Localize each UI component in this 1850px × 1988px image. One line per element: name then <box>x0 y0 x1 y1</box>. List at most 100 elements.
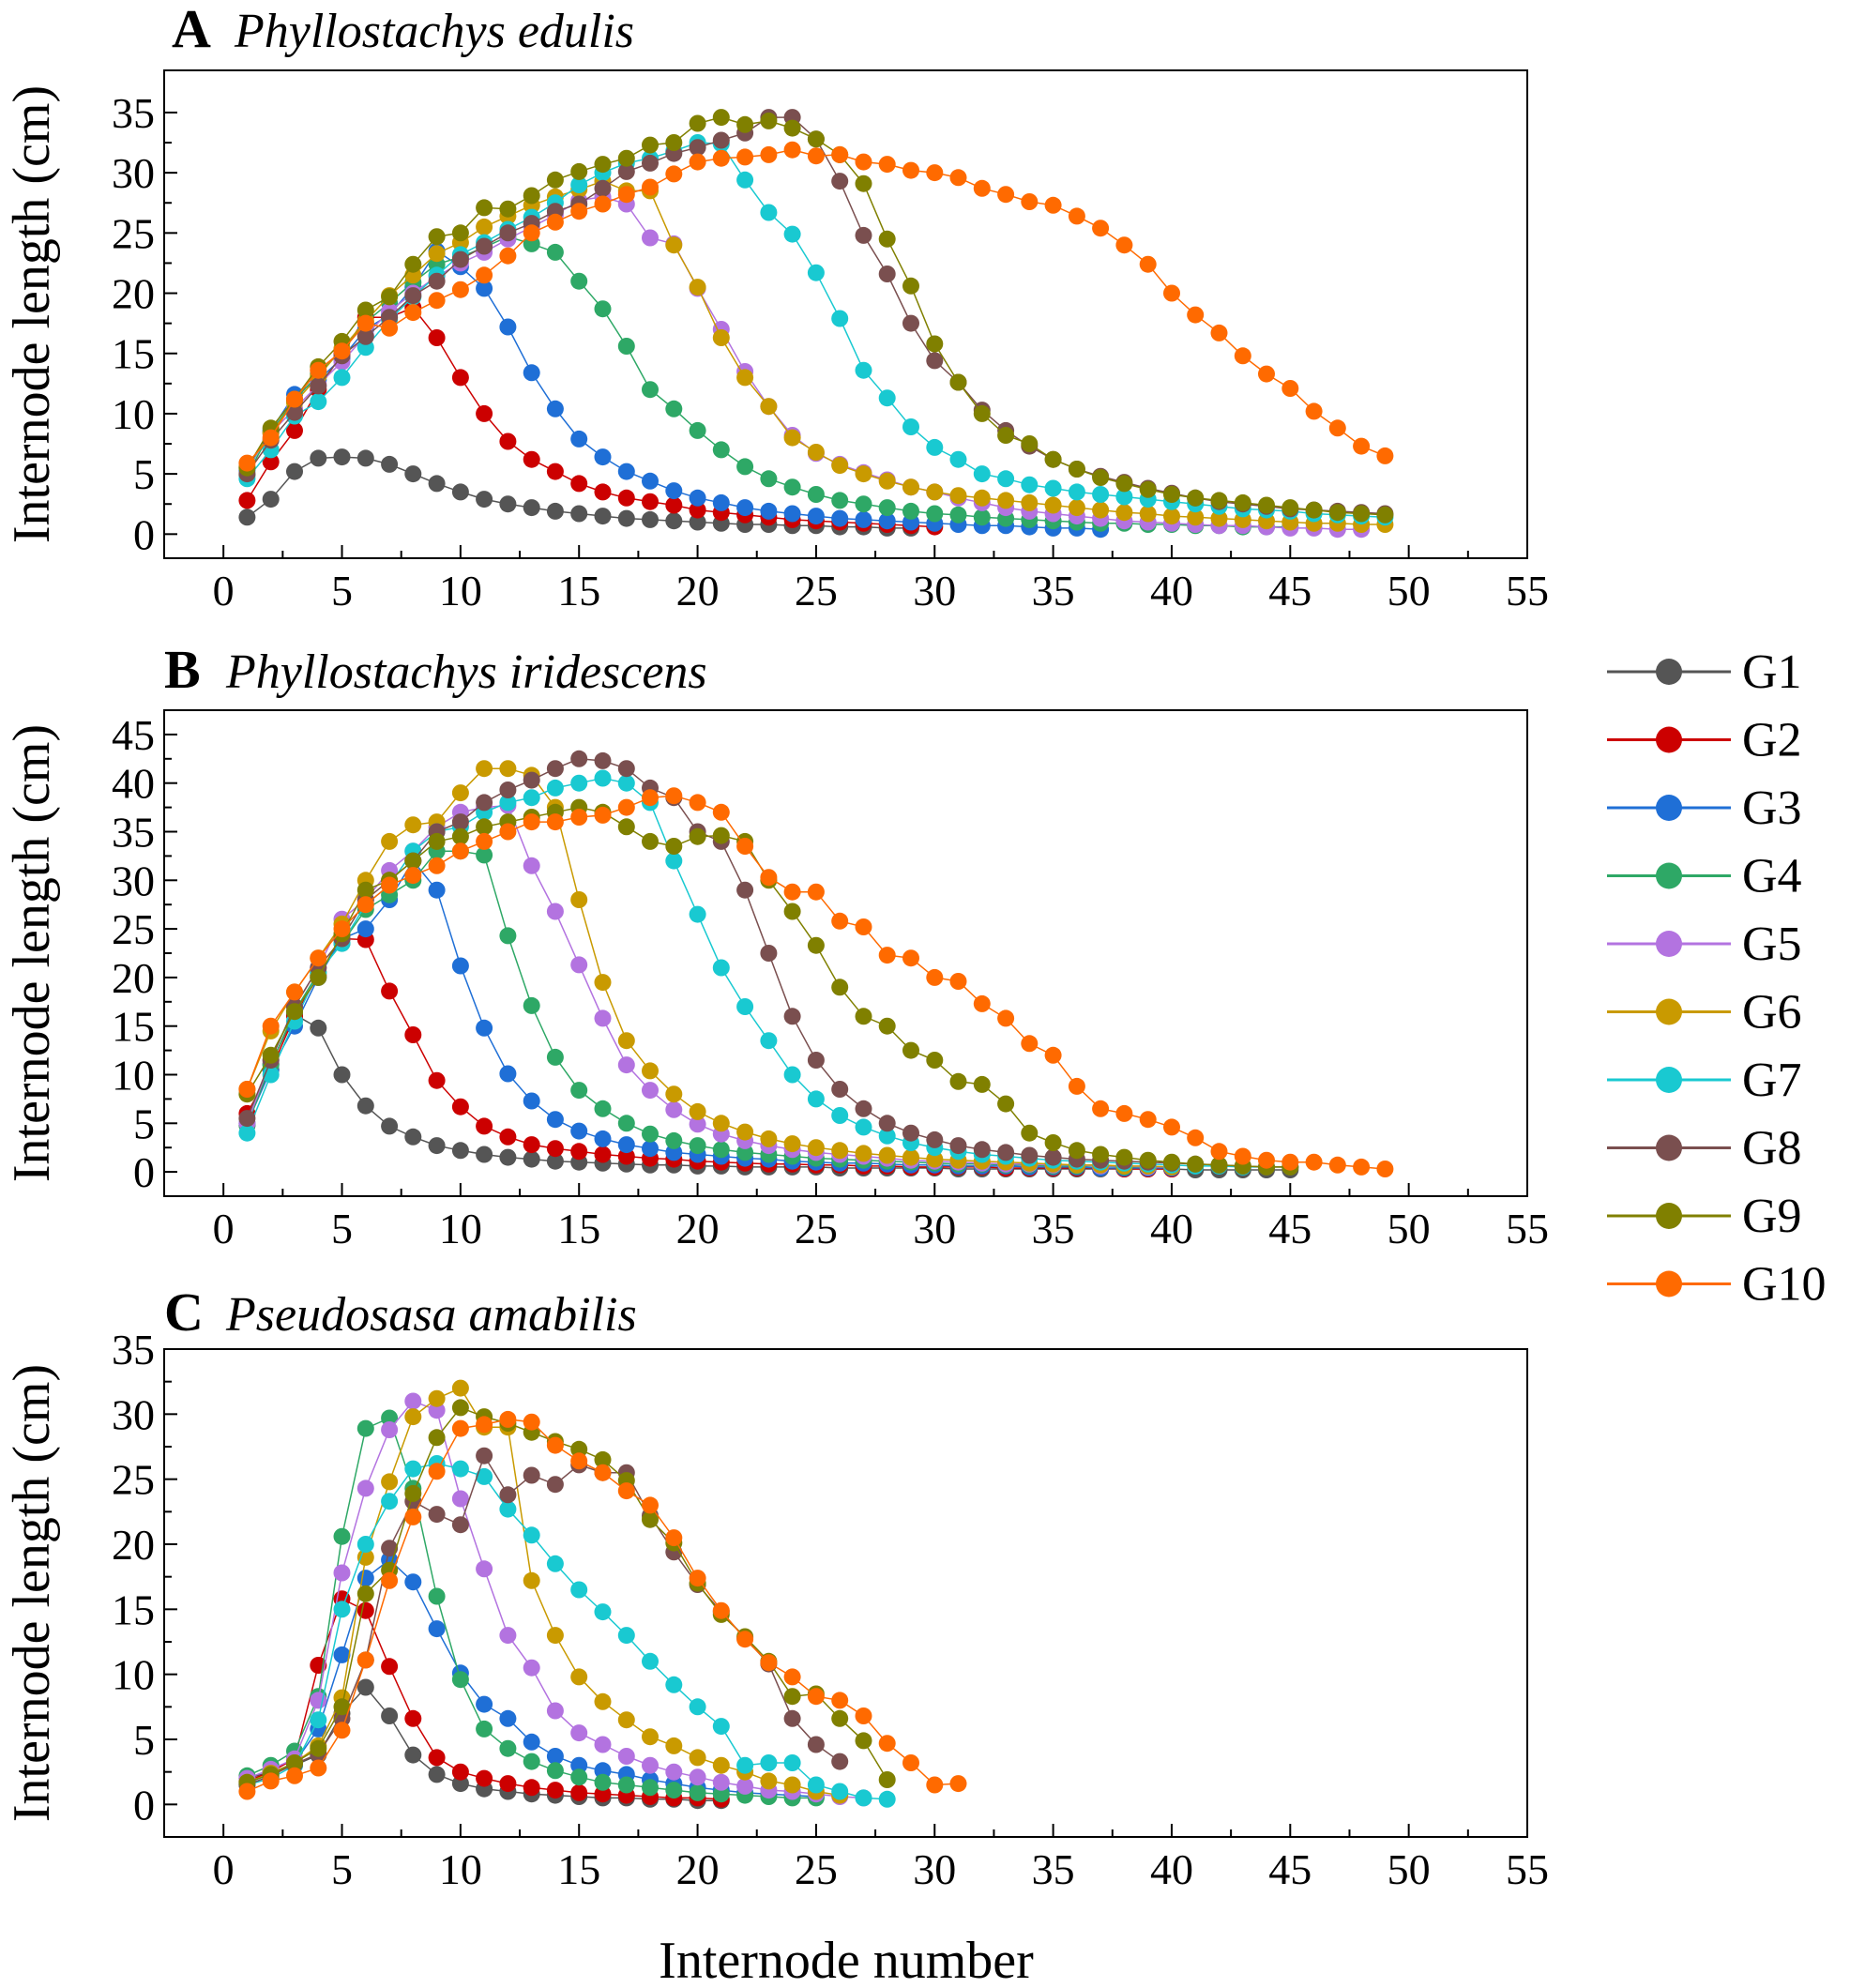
data-point <box>476 846 493 864</box>
data-point <box>878 1790 896 1808</box>
data-point <box>949 450 967 468</box>
data-point <box>855 1707 872 1724</box>
data-point <box>949 169 967 187</box>
data-point <box>642 154 659 172</box>
data-point <box>476 794 493 812</box>
legend-label: G8 <box>1742 1122 1802 1176</box>
data-point <box>902 314 919 332</box>
panel-c-xtick-label: 45 <box>1268 1845 1312 1893</box>
data-point <box>1092 220 1110 237</box>
data-point <box>1021 1146 1039 1164</box>
data-point <box>238 1783 256 1800</box>
data-point <box>1234 1147 1251 1165</box>
data-point <box>499 1500 517 1518</box>
data-point <box>1376 506 1394 524</box>
panel-a-letter: A <box>172 0 211 59</box>
data-point <box>783 1668 801 1686</box>
data-point <box>476 404 493 422</box>
data-point <box>1139 480 1157 498</box>
legend-label: G7 <box>1742 1054 1802 1107</box>
data-point <box>594 448 612 466</box>
data-point <box>642 229 659 247</box>
panel-b-ytick-label: 10 <box>112 1052 155 1100</box>
data-point <box>476 1117 493 1135</box>
data-point <box>570 1452 588 1470</box>
data-point <box>665 1144 683 1161</box>
data-point <box>831 1142 849 1160</box>
data-point <box>594 1773 612 1791</box>
data-point <box>381 319 399 337</box>
data-point <box>499 433 517 450</box>
data-point <box>1092 486 1110 503</box>
data-point <box>381 288 399 306</box>
data-point <box>617 1748 635 1765</box>
data-point <box>594 483 612 501</box>
data-point <box>831 1709 849 1727</box>
data-point <box>760 470 778 488</box>
series-line <box>246 937 1172 1170</box>
data-point <box>926 1131 944 1148</box>
data-point <box>238 508 256 526</box>
data-point <box>642 1082 659 1100</box>
panel-a-xtick-label: 25 <box>795 567 838 615</box>
data-point <box>1068 1142 1085 1160</box>
data-point <box>333 342 351 360</box>
data-point <box>878 389 896 407</box>
data-point <box>712 493 730 511</box>
data-point <box>570 203 588 220</box>
data-point <box>878 1017 896 1035</box>
data-point <box>642 1779 659 1797</box>
legend-item-g10: G10 <box>1607 1258 1827 1312</box>
data-point <box>546 1702 564 1720</box>
panel-c-xtick-label: 55 <box>1506 1845 1549 1893</box>
data-point <box>665 400 683 417</box>
data-point <box>310 1711 327 1729</box>
data-point <box>807 486 825 503</box>
data-point <box>807 147 825 165</box>
legend-item-g4: G4 <box>1607 850 1802 903</box>
data-point <box>546 1048 564 1066</box>
panel-a-series <box>238 109 1394 539</box>
data-point <box>807 1776 825 1794</box>
data-point <box>499 1627 517 1645</box>
data-point <box>451 1399 469 1417</box>
data-point <box>642 789 659 807</box>
data-point <box>997 427 1015 444</box>
data-point <box>878 230 896 248</box>
data-point <box>1163 508 1180 525</box>
data-point <box>902 418 919 435</box>
data-point <box>428 228 446 246</box>
data-point <box>689 905 706 923</box>
data-point <box>831 457 849 475</box>
data-point <box>617 1115 635 1132</box>
data-point <box>594 195 612 213</box>
data-point <box>570 956 588 974</box>
data-point <box>428 1137 446 1155</box>
data-point <box>381 1117 399 1135</box>
data-point <box>617 1627 635 1645</box>
data-point <box>428 1429 446 1447</box>
data-point <box>1234 347 1251 365</box>
data-point <box>286 403 303 421</box>
data-point <box>381 1409 399 1427</box>
data-point <box>831 310 849 327</box>
data-point <box>570 475 588 493</box>
panel-b-ytick-label: 15 <box>112 1003 155 1051</box>
data-point <box>523 1150 540 1168</box>
legend-label: G2 <box>1742 714 1802 767</box>
panel-a-xtick-label: 0 <box>213 567 235 615</box>
data-point <box>617 798 635 816</box>
panel-b-xticks: 0 5 10 15 20 25 30 35 40 45 50 55 <box>213 1183 1549 1252</box>
data-point <box>831 145 849 163</box>
panel-b-ytick-label: 40 <box>112 760 155 808</box>
data-point <box>617 1136 635 1154</box>
data-point <box>642 510 659 528</box>
data-point <box>428 329 446 346</box>
data-point <box>286 463 303 480</box>
data-point <box>807 1688 825 1706</box>
data-point <box>665 787 683 805</box>
data-point <box>404 287 422 305</box>
data-point <box>570 430 588 448</box>
data-point <box>831 509 849 527</box>
data-point <box>476 1560 493 1578</box>
